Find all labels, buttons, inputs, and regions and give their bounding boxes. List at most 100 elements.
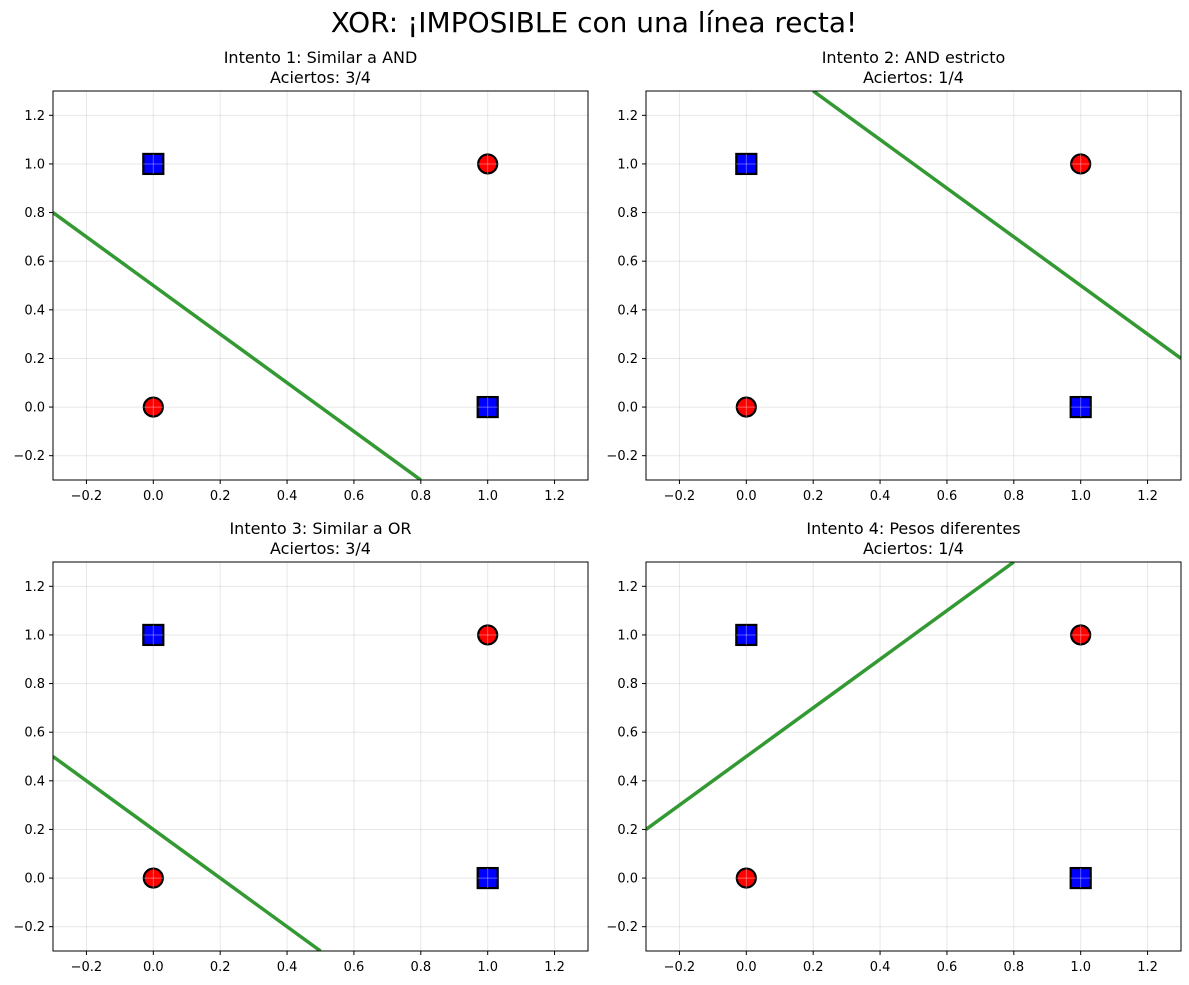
y-tick-label: 0.0 <box>24 872 45 887</box>
point-circle <box>477 624 499 646</box>
y-tick-label: 1.2 <box>617 580 638 595</box>
point-square <box>735 152 758 176</box>
decision-line <box>812 91 1181 360</box>
y-tick-label: 0.0 <box>617 872 638 887</box>
y-tick-label: 0.6 <box>24 726 45 741</box>
x-tick-label: 0.8 <box>410 960 431 975</box>
x-tick-label: 0.4 <box>870 960 891 975</box>
x-tick-label: 0.0 <box>143 960 164 975</box>
figure-suptitle: XOR: ¡IMPOSIBLE con una línea recta! <box>331 6 858 39</box>
x-tick-label: 0.0 <box>143 489 164 504</box>
x-tick-label: 0.6 <box>344 960 365 975</box>
x-tick-label: 0.4 <box>277 489 298 504</box>
x-tick-label: 0.6 <box>937 960 958 975</box>
x-tick-label: 1.2 <box>544 489 565 504</box>
subplot-title: Intento 3: Similar a OR <box>229 519 411 538</box>
x-tick-label: −0.2 <box>664 960 696 975</box>
y-tick-label: 0.2 <box>617 823 638 838</box>
subplot-subtitle: Aciertos: 1/4 <box>863 539 964 558</box>
subplot-title: Intento 2: AND estricto <box>822 48 1006 67</box>
point-circle <box>735 396 757 418</box>
y-tick-label: 0.2 <box>24 823 45 838</box>
point-square <box>142 623 165 647</box>
y-tick-label: 0.0 <box>24 401 45 416</box>
y-tick-label: 0.2 <box>617 352 638 367</box>
y-tick-label: −0.2 <box>606 449 638 464</box>
x-tick-label: 0.0 <box>736 960 757 975</box>
y-tick-label: 0.8 <box>617 677 638 692</box>
point-circle <box>1070 153 1092 175</box>
x-tick-label: 0.2 <box>803 489 824 504</box>
point-square <box>476 395 499 419</box>
y-tick-label: 0.8 <box>24 677 45 692</box>
x-tick-label: 0.2 <box>803 960 824 975</box>
point-square <box>142 152 165 176</box>
x-tick-label: 1.2 <box>544 960 565 975</box>
point-square <box>1069 395 1092 419</box>
y-tick-label: 1.0 <box>24 628 45 643</box>
x-tick-label: 0.6 <box>344 489 365 504</box>
y-tick-label: 1.0 <box>24 157 45 172</box>
y-tick-label: −0.2 <box>606 920 638 935</box>
plot-area <box>646 91 1181 480</box>
point-square <box>735 623 758 647</box>
axes-frame <box>52 90 589 481</box>
subplot-subtitle: Aciertos: 1/4 <box>863 68 964 87</box>
x-tick-label: 1.0 <box>477 489 498 504</box>
subplot-title: Intento 1: Similar a AND <box>224 48 418 67</box>
y-tick-label: 0.4 <box>24 303 45 318</box>
point-circle <box>142 396 164 418</box>
x-tick-label: 0.6 <box>937 489 958 504</box>
x-tick-label: 1.2 <box>1137 960 1158 975</box>
y-tick-label: 1.2 <box>617 109 638 124</box>
axes-frame <box>645 90 1182 481</box>
plot-area <box>53 91 588 480</box>
decision-line <box>646 562 1015 831</box>
y-tick-label: 0.4 <box>24 774 45 789</box>
x-tick-label: −0.2 <box>71 489 103 504</box>
point-circle <box>142 867 164 889</box>
x-tick-label: 0.2 <box>210 489 231 504</box>
plot-area <box>53 562 588 951</box>
y-tick-label: 0.6 <box>617 726 638 741</box>
point-square <box>476 866 499 890</box>
x-tick-label: 0.2 <box>210 960 231 975</box>
point-circle <box>477 153 499 175</box>
x-tick-label: 1.0 <box>1070 489 1091 504</box>
y-tick-label: 1.2 <box>24 580 45 595</box>
x-tick-label: 1.0 <box>477 960 498 975</box>
y-tick-label: 1.2 <box>24 109 45 124</box>
subplot-subtitle: Aciertos: 3/4 <box>270 539 371 558</box>
y-tick-label: 1.0 <box>617 157 638 172</box>
point-circle <box>735 867 757 889</box>
x-tick-label: 0.8 <box>410 489 431 504</box>
x-tick-label: 0.4 <box>277 960 298 975</box>
y-tick-label: −0.2 <box>13 920 45 935</box>
y-tick-label: 0.0 <box>617 401 638 416</box>
decision-line <box>53 211 422 480</box>
x-tick-label: 0.8 <box>1003 489 1024 504</box>
point-square <box>1069 866 1092 890</box>
axes-frame <box>645 561 1182 952</box>
x-tick-label: 1.2 <box>1137 489 1158 504</box>
subplot-subtitle: Aciertos: 3/4 <box>270 68 371 87</box>
point-circle <box>1070 624 1092 646</box>
x-tick-label: 0.4 <box>870 489 891 504</box>
y-tick-label: 0.4 <box>617 303 638 318</box>
decision-line <box>53 755 322 951</box>
y-tick-label: −0.2 <box>13 449 45 464</box>
y-tick-label: 1.0 <box>617 628 638 643</box>
axes-frame <box>52 561 589 952</box>
y-tick-label: 0.8 <box>617 206 638 221</box>
x-tick-label: 0.0 <box>736 489 757 504</box>
x-tick-label: −0.2 <box>664 489 696 504</box>
y-tick-label: 0.6 <box>617 255 638 270</box>
x-tick-label: −0.2 <box>71 960 103 975</box>
x-tick-label: 1.0 <box>1070 960 1091 975</box>
plot-area <box>646 562 1181 951</box>
